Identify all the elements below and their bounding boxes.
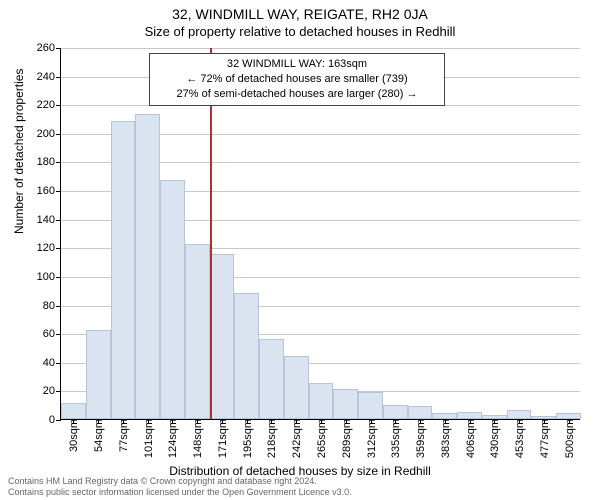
x-tick-label: 453sqm xyxy=(512,419,526,458)
bar xyxy=(408,406,433,419)
y-tick-label: 0 xyxy=(49,414,61,426)
y-tick-label: 220 xyxy=(37,99,61,111)
x-tick-label: 289sqm xyxy=(339,419,353,458)
y-tick-label: 180 xyxy=(37,156,61,168)
x-tick-label: 242sqm xyxy=(289,419,303,458)
y-tick-label: 240 xyxy=(37,71,61,83)
bar xyxy=(383,405,408,419)
x-tick-label: 54sqm xyxy=(91,419,105,452)
y-tick-label: 120 xyxy=(37,242,61,254)
y-tick-label: 60 xyxy=(43,328,61,340)
x-tick-label: 406sqm xyxy=(463,419,477,458)
bar xyxy=(135,114,160,419)
bar xyxy=(457,412,482,419)
bar xyxy=(86,330,111,419)
annotation-line-3: 27% of semi-detached houses are larger (… xyxy=(156,87,438,102)
bar xyxy=(210,254,235,419)
bar xyxy=(185,244,210,419)
plot-inner: 02040608010012014016018020022024026030sq… xyxy=(60,48,580,420)
x-tick-label: 430sqm xyxy=(487,419,501,458)
grid-line xyxy=(61,48,580,49)
annotation-line-1: 32 WINDMILL WAY: 163sqm xyxy=(156,57,438,72)
attribution-line-2: Contains public sector information licen… xyxy=(8,487,352,498)
x-tick-label: 383sqm xyxy=(438,419,452,458)
annotation-box: 32 WINDMILL WAY: 163sqm← 72% of detached… xyxy=(149,53,445,106)
x-tick-label: 359sqm xyxy=(413,419,427,458)
y-tick-label: 20 xyxy=(43,385,61,397)
attribution-line-1: Contains HM Land Registry data © Crown c… xyxy=(8,476,352,487)
y-tick-label: 140 xyxy=(37,214,61,226)
chart-container: 32, WINDMILL WAY, REIGATE, RH2 0JA Size … xyxy=(0,0,600,500)
annotation-line-2: ← 72% of detached houses are smaller (73… xyxy=(156,72,438,87)
x-tick-label: 30sqm xyxy=(66,419,80,452)
bar xyxy=(259,339,284,419)
x-tick-label: 171sqm xyxy=(215,419,229,458)
bar xyxy=(234,293,259,419)
bar xyxy=(507,410,532,419)
x-tick-label: 195sqm xyxy=(240,419,254,458)
y-tick-label: 200 xyxy=(37,128,61,140)
chart-subtitle: Size of property relative to detached ho… xyxy=(0,22,600,39)
y-tick-label: 160 xyxy=(37,185,61,197)
plot-area: 02040608010012014016018020022024026030sq… xyxy=(60,48,580,420)
x-tick-label: 265sqm xyxy=(314,419,328,458)
y-tick-label: 80 xyxy=(43,300,61,312)
x-tick-label: 77sqm xyxy=(116,419,130,452)
x-tick-label: 148sqm xyxy=(190,419,204,458)
bar xyxy=(61,403,86,419)
bar xyxy=(333,389,358,419)
y-tick-label: 40 xyxy=(43,357,61,369)
x-tick-label: 500sqm xyxy=(562,419,576,458)
bar xyxy=(358,392,383,419)
bar xyxy=(284,356,309,419)
x-tick-label: 335sqm xyxy=(388,419,402,458)
chart-title: 32, WINDMILL WAY, REIGATE, RH2 0JA xyxy=(0,0,600,22)
y-tick-label: 260 xyxy=(37,42,61,54)
y-axis-label: Number of detached properties xyxy=(12,69,26,234)
x-tick-label: 101sqm xyxy=(141,419,155,458)
bar xyxy=(111,121,136,419)
attribution: Contains HM Land Registry data © Crown c… xyxy=(8,476,352,498)
y-tick-label: 100 xyxy=(37,271,61,283)
x-tick-label: 124sqm xyxy=(165,419,179,458)
bar xyxy=(160,180,185,419)
x-tick-label: 477sqm xyxy=(537,419,551,458)
x-tick-label: 218sqm xyxy=(264,419,278,458)
x-tick-label: 312sqm xyxy=(364,419,378,458)
bar xyxy=(309,383,334,419)
